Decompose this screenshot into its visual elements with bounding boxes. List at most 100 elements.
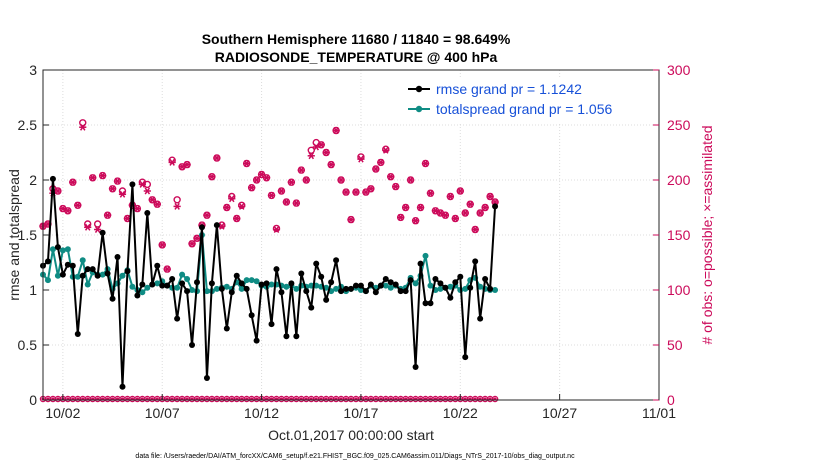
- obs-assimilated-marker: [163, 265, 171, 273]
- obs-assimilated-stroke: [387, 173, 394, 181]
- obs-assimilated-stroke: [159, 241, 165, 249]
- totalspread-point: [64, 246, 71, 253]
- totalspread-point: [99, 271, 106, 278]
- rmse-point: [223, 325, 230, 332]
- obs-assimilated-marker: [282, 198, 291, 206]
- rmse-point: [164, 282, 171, 289]
- obs-assimilated-marker: [466, 200, 474, 208]
- rmse-point: [273, 266, 280, 273]
- rmse-point: [283, 333, 290, 340]
- totalspread-point: [119, 272, 126, 279]
- rmse-point: [228, 289, 235, 296]
- obs-assimilated-stroke: [214, 154, 220, 162]
- y-axis-left-label: rmse and totalspread: [6, 169, 22, 301]
- totalspread-point: [283, 283, 290, 290]
- rmse-point: [407, 277, 414, 284]
- obs-assimilated-stroke: [84, 223, 91, 231]
- x-tick-label: 11/01: [642, 405, 676, 421]
- obs-assimilated-stroke: [432, 207, 439, 215]
- rmse-point: [392, 281, 399, 288]
- obs-assimilated-stroke: [169, 158, 175, 166]
- totalspread-point: [223, 283, 230, 290]
- obs-assimilated-marker: [89, 174, 97, 182]
- obs-assimilated-marker: [84, 223, 92, 231]
- totalspread-point: [44, 277, 51, 284]
- obs-assimilated-stroke: [308, 152, 315, 160]
- y-right-tick-label: 200: [667, 172, 691, 188]
- obs-assimilated-stroke: [283, 198, 290, 206]
- obs-assimilated-stroke: [467, 200, 473, 208]
- rmse-point: [367, 281, 374, 288]
- y-left-tick-label: 3: [29, 62, 37, 78]
- totalspread-point: [174, 284, 181, 291]
- rmse-point: [129, 181, 136, 188]
- obs-assimilated-marker: [307, 152, 315, 160]
- rmse-point: [417, 260, 424, 267]
- totalspread-point: [49, 246, 56, 253]
- obs-assimilated-marker: [133, 205, 141, 213]
- obs-assimilated-stroke: [184, 161, 190, 169]
- obs-possible-marker: [173, 196, 181, 204]
- rmse-point: [432, 276, 439, 282]
- totalspread-point: [387, 284, 394, 291]
- obs-assimilated-marker: [238, 202, 246, 210]
- totalspread-point: [59, 247, 66, 254]
- obs-assimilated-marker: [407, 176, 415, 184]
- obs-assimilated-stroke: [248, 184, 255, 192]
- obs-zero-possible-marker: [491, 395, 499, 403]
- obs-assimilated-marker: [158, 241, 166, 249]
- obs-assimilated-stroke: [417, 204, 424, 211]
- legend-label-rmse: rmse grand pr = 1.1242: [436, 81, 582, 97]
- obs-assimilated-marker: [347, 216, 355, 224]
- obs-assimilated-marker: [421, 160, 430, 167]
- totalspread-point: [74, 273, 81, 280]
- rmse-point: [333, 257, 340, 264]
- obs-assimilated-stroke: [243, 160, 250, 167]
- rmse-point: [263, 280, 270, 287]
- obs-assimilated-marker: [416, 204, 425, 211]
- obs-assimilated-marker: [213, 154, 221, 162]
- rmse-point: [243, 285, 250, 292]
- totalspread-point: [437, 285, 444, 292]
- rmse-point: [64, 261, 71, 268]
- rmse-point: [298, 270, 305, 277]
- obs-assimilated-stroke: [65, 207, 71, 215]
- totalspread-point: [477, 283, 484, 290]
- rmse-point: [49, 175, 56, 182]
- rmse-point: [338, 288, 345, 295]
- obs-assimilated-stroke: [427, 189, 434, 197]
- obs-assimilated-stroke: [109, 185, 116, 193]
- rmse-point: [213, 222, 220, 229]
- rmse-point: [184, 288, 191, 295]
- chart-title-line2: RADIOSONDE_TEMPERATURE @ 400 hPa: [215, 49, 498, 65]
- obs-assimilated-marker: [357, 155, 365, 163]
- obs-assimilated-stroke: [373, 165, 379, 173]
- rmse-point: [59, 271, 66, 278]
- totalspread-point: [139, 289, 146, 296]
- totalspread-point: [333, 285, 340, 292]
- rmse-point: [357, 282, 364, 289]
- obs-assimilated-marker: [173, 202, 181, 210]
- y-left-tick-label: 0: [29, 392, 37, 408]
- totalspread-point: [412, 280, 419, 287]
- y-right-tick-label: 0: [667, 392, 675, 408]
- rmse-point: [203, 375, 210, 381]
- obs-assimilated-marker: [203, 211, 211, 219]
- y-right-tick-label: 150: [667, 227, 691, 243]
- y-left-tick-label: 2: [29, 172, 37, 188]
- obs-assimilated-marker: [108, 185, 117, 193]
- obs-assimilated-marker: [446, 193, 454, 200]
- obs-assimilated-stroke: [392, 183, 399, 191]
- obs-assimilated-stroke: [437, 209, 444, 217]
- obs-assimilated-marker: [387, 173, 395, 181]
- y-axis-left: 0 0.5 1 1.5 2 2.5 3: [18, 62, 49, 408]
- totalspread-point: [422, 252, 429, 259]
- obs-assimilated-marker: [297, 166, 305, 174]
- obs-assimilated-stroke: [353, 188, 359, 196]
- rmse-point: [318, 273, 325, 280]
- obs-assimilated-stroke: [457, 187, 464, 195]
- x-tick-label: 10/02: [45, 405, 80, 421]
- totalspread-point: [189, 287, 196, 293]
- rmse-point: [348, 285, 354, 292]
